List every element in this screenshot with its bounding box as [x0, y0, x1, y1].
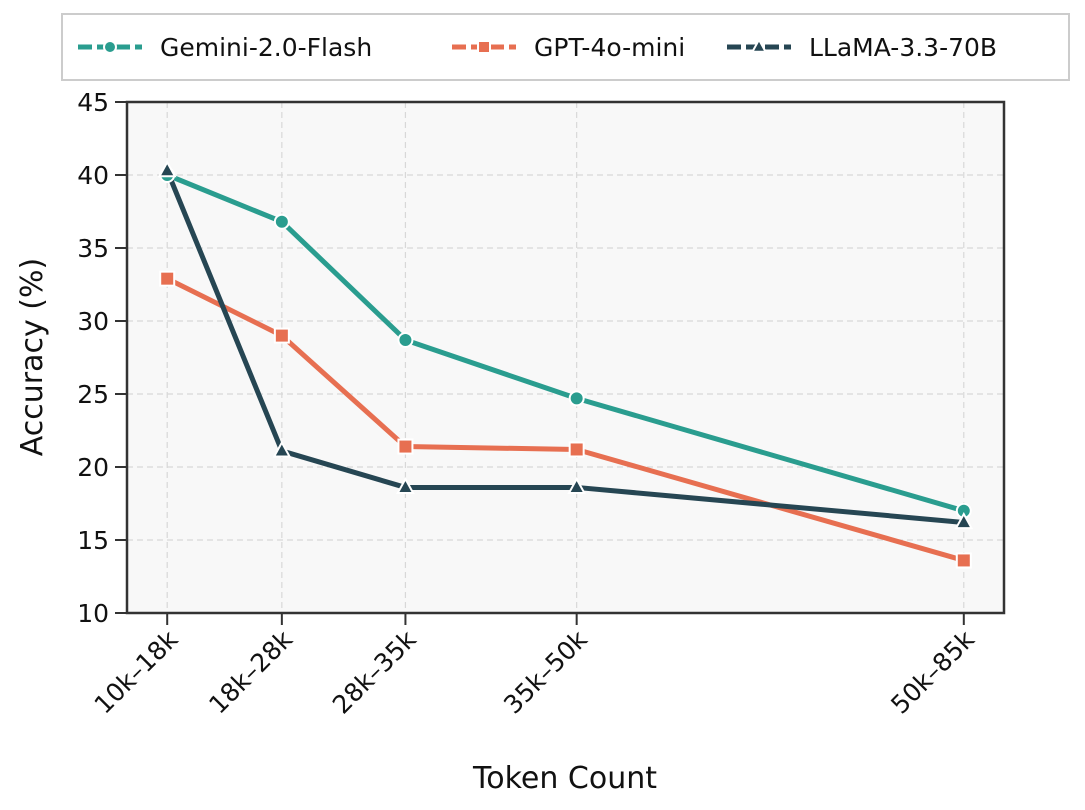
legend-label: LLaMA-3.3-70B [809, 33, 997, 62]
marker [273, 213, 290, 230]
y-tick-label: 45 [77, 88, 109, 117]
x-tick-label: 35k–50k [498, 624, 593, 719]
marker [568, 390, 585, 407]
legend-label: Gemini-2.0-Flash [160, 33, 372, 62]
marker [159, 270, 176, 287]
plot-frame [125, 100, 1006, 615]
marker [273, 327, 290, 344]
marker [568, 441, 585, 458]
y-tick-label: 20 [77, 453, 109, 482]
marker [157, 160, 177, 178]
marker [103, 40, 117, 54]
y-tick-label: 10 [77, 599, 109, 628]
legend-label: GPT-4o-mini [534, 33, 685, 62]
legend [61, 13, 1070, 81]
marker [567, 476, 587, 495]
x-tick-label: 18k–28k [203, 624, 298, 719]
x-tick-label: 10k–18k [89, 624, 184, 719]
y-tick-label: 25 [77, 380, 109, 409]
y-tick-label: 35 [77, 234, 109, 263]
x-tick-label: 50k–85k [885, 624, 980, 719]
marker [397, 438, 414, 455]
x-tick-label: 28k–35k [327, 624, 422, 719]
y-tick-label: 30 [77, 307, 109, 336]
marker [272, 440, 292, 458]
x-axis-label: Token Count [472, 761, 657, 796]
marker [954, 512, 974, 530]
y-axis-label: Accuracy (%) [15, 258, 50, 456]
marker [750, 37, 768, 53]
marker [396, 476, 415, 495]
marker [955, 552, 972, 569]
marker [397, 331, 414, 348]
marker [477, 40, 491, 54]
y-tick-label: 15 [77, 526, 109, 555]
y-tick-label: 40 [77, 161, 109, 190]
